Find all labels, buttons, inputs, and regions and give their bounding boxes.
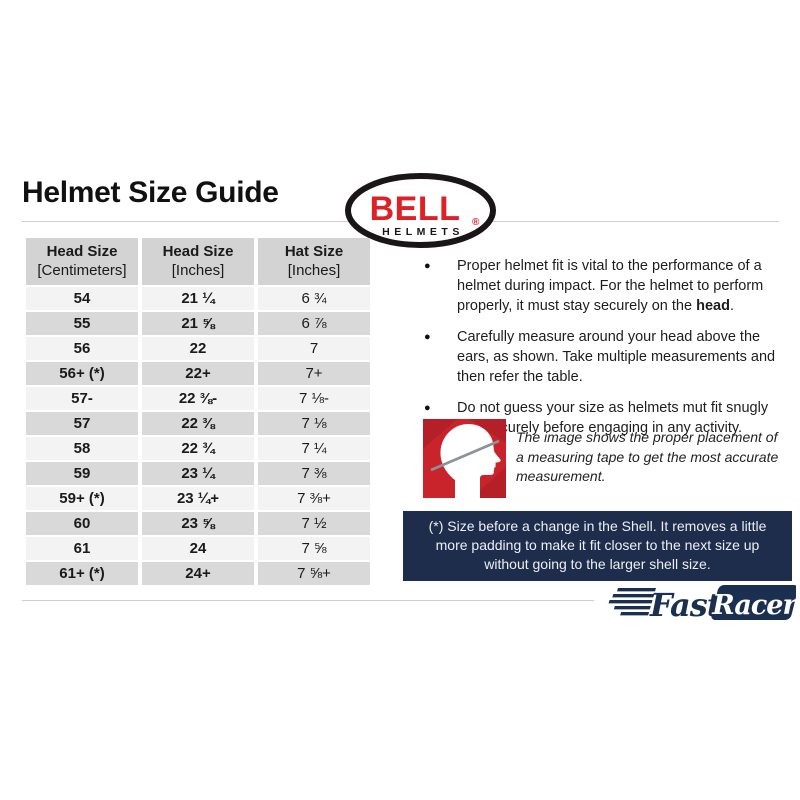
header-line1: Head Size [162,243,234,260]
table-cell: 7 ⅛- [258,387,370,410]
table-cell: 57- [26,387,138,410]
table-cell: 7 ⅝+ [258,562,370,585]
table-cell: 7 ⅝ [258,537,370,560]
bullet-text-pre: Carefully measure around your head above… [457,329,776,385]
table-cell: 59 [26,462,138,485]
table-cell: 7 ⅛ [258,412,370,435]
racer-text: Racer [711,590,796,621]
fastracer-logo: Fast Racer [594,581,799,625]
fastracer-logo-icon: Fast Racer [608,585,799,624]
table-cell: 21 ¼ [142,287,254,310]
bullet-text-pre: Proper helmet fit is vital to the perfor… [457,258,764,314]
table-row: 59+ (*) 23 ¼+ 7 ⅜+ [26,487,370,510]
bullet-text-post: . [729,298,734,314]
table-cell: 22 ¾ [142,437,254,460]
header-line1: Hat Size [284,243,344,260]
table-cell: 22 ⅜- [142,387,254,410]
bell-brand-text: BELL [370,190,461,228]
table-cell: 23 ¼+ [142,487,254,510]
table-cell: 56+ (*) [26,362,138,385]
header-line1: Head Size [46,243,118,260]
table-cell: 22+ [142,362,254,385]
table-cell: 61 [26,537,138,560]
table-cell: 60 [26,512,138,535]
table-cell: 22 [142,337,254,360]
size-table-header: Head Size [Centimeters] Head Size [Inche… [26,238,370,285]
size-table: Head Size [Centimeters] Head Size [Inche… [22,236,374,587]
head-profile-icon [423,419,506,498]
table-row: 56+ (*) 22+ 7+ [26,362,370,385]
table-cell: 7 [258,337,370,360]
bell-oval-icon: BELL ® HELMETS [345,173,496,248]
table-cell: 7 ⅜ [258,462,370,485]
table-cell: 24 [142,537,254,560]
table-row: 61+ (*) 24+ 7 ⅝+ [26,562,370,585]
table-cell: 59+ (*) [26,487,138,510]
table-cell: 23 ⅝ [142,512,254,535]
table-row: 61 24 7 ⅝ [26,537,370,560]
bullet-icon: ● [424,331,431,343]
fast-text: Fast [649,586,722,624]
bullet-text: Carefully measure around your head above… [457,327,785,387]
bullet-text: Do not guess your size as helmets mut fi… [457,398,785,438]
table-cell: 57 [26,412,138,435]
bullet-text-pre: Do not guess your size as helmets mut fi… [457,400,769,436]
figure-caption: The image shows the proper placement of … [516,429,779,484]
table-row: 57- 22 ⅜- 7 ⅛- [26,387,370,410]
bullet-text: Proper helmet fit is vital to the perfor… [457,256,785,316]
footer-divider [22,600,779,601]
table-cell: 24+ [142,562,254,585]
column-header-hat-size-in: Hat Size [Inches] [258,238,370,285]
speed-lines-icon [608,588,656,616]
head-measurement-image [423,419,506,498]
table-cell: 58 [26,437,138,460]
table-cell: 21 ⅝ [142,312,254,335]
table-cell: 22 ⅜ [142,412,254,435]
table-cell: 23 ¼ [142,462,254,485]
fit-instructions-list: ● Proper helmet fit is vital to the perf… [419,256,785,449]
table-cell: 56 [26,337,138,360]
table-cell: 7 ¼ [258,437,370,460]
list-item: ● Do not guess your size as helmets mut … [419,398,785,438]
page-title: Helmet Size Guide [22,176,279,209]
bullet-icon: ● [424,402,431,414]
column-header-head-size-in: Head Size [Inches] [142,238,254,285]
measuring-tape-line [430,439,500,472]
table-cell: 55 [26,312,138,335]
bell-helmets-text: HELMETS [382,226,464,238]
table-row: 56 22 7 [26,337,370,360]
table-cell: 61+ (*) [26,562,138,585]
header-line2: [Inches] [171,262,225,279]
shell-note-box: (*) Size before a change in the Shell. I… [403,511,792,581]
table-cell: 7 ½ [258,512,370,535]
bullet-icon: ● [424,260,431,272]
registered-mark: ® [472,217,480,228]
header-line2: [Centimeters] [37,262,127,279]
table-cell: 7+ [258,362,370,385]
table-cell: 6 ¾ [258,287,370,310]
table-cell: 6 ⅞ [258,312,370,335]
list-item: ● Proper helmet fit is vital to the perf… [419,256,785,316]
table-cell: 7 ⅜+ [258,487,370,510]
table-cell: 54 [26,287,138,310]
column-header-head-size-cm: Head Size [Centimeters] [26,238,138,285]
bell-helmets-logo: BELL ® HELMETS [344,172,497,249]
bullet-text-bold: head [696,298,730,314]
list-item: ● Carefully measure around your head abo… [419,327,785,387]
header-line2: [Inches] [287,262,341,279]
